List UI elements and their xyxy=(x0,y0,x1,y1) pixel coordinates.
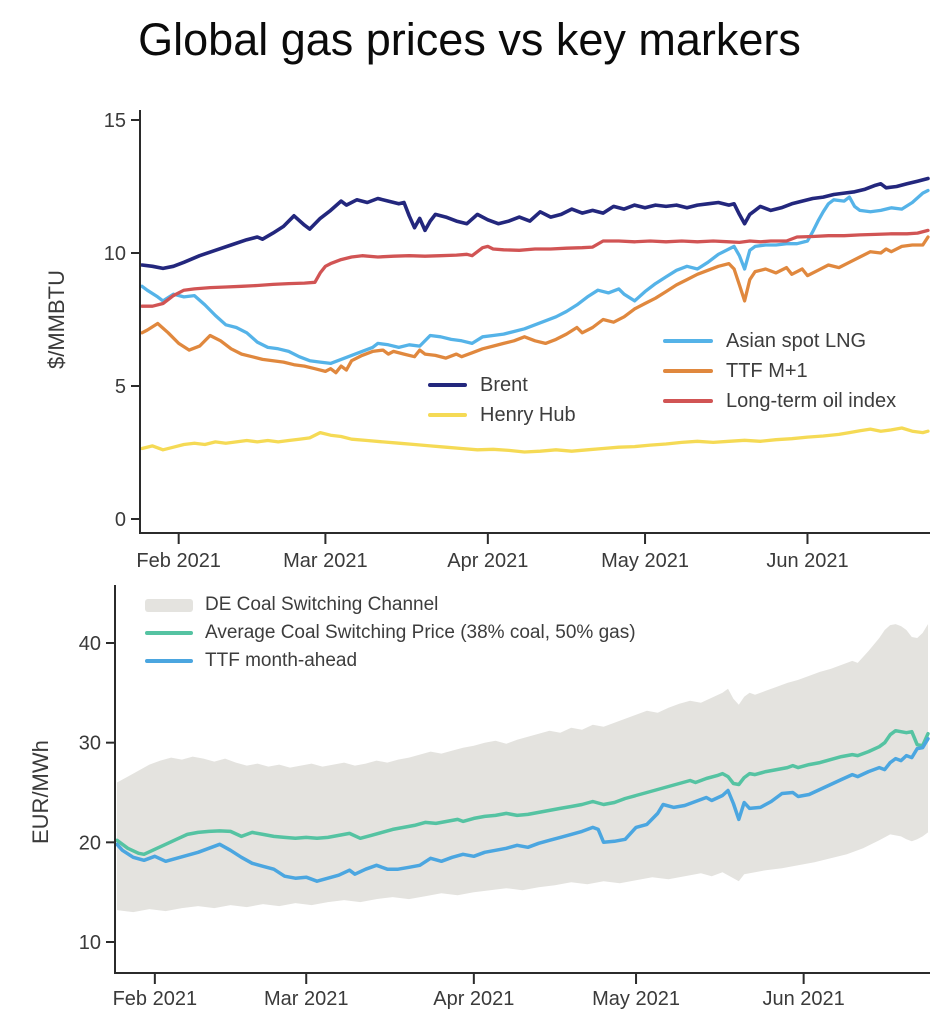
series-line-average-coal-switching-price-38-coal-50-gas xyxy=(115,728,930,857)
x-tick-label: May 2021 xyxy=(592,988,680,1010)
y-tick-label: 0 xyxy=(115,509,126,531)
x-tick-label: Mar 2021 xyxy=(283,550,368,572)
top-chart-legend-col2: Asian spot LNG TTF M+1 Long-term oil ind… xyxy=(663,326,896,416)
legend-item-ttf-month-ahead: TTF month-ahead xyxy=(145,647,636,675)
x-tick-label: Mar 2021 xyxy=(264,988,349,1010)
coal-switching-chart: 40 30 20 10 Feb 2021 Mar 2021 Apr 2021 May 2021… xyxy=(79,585,930,1010)
legend-label: Asian spot LNG xyxy=(726,329,867,352)
top-y-axis-label: $/MMBTU xyxy=(44,270,69,370)
henry-hub-line-swatch xyxy=(428,413,467,417)
brent-line-swatch xyxy=(428,383,467,387)
legend-label: DE Coal Switching Channel xyxy=(205,594,439,615)
bottom-chart-legend: DE Coal Switching Channel Average Coal S… xyxy=(145,591,636,675)
series-line-asian-spot-lng xyxy=(140,188,930,366)
x-tick-label: Jun 2021 xyxy=(762,988,844,1010)
ttf-month-ahead-line-swatch xyxy=(145,659,193,663)
y-tick-label: 40 xyxy=(79,633,101,655)
avg-coal-price-line-swatch xyxy=(145,631,193,635)
x-tick-label: May 2021 xyxy=(601,550,689,572)
top-chart-legend-col1: Brent Henry Hub xyxy=(428,370,576,430)
series-line-henry-hub xyxy=(140,426,930,454)
x-tick-label: Feb 2021 xyxy=(136,550,221,572)
legend-label: Henry Hub xyxy=(480,403,576,426)
y-tick-label: 10 xyxy=(104,243,126,265)
y-tick-label: 20 xyxy=(79,832,101,854)
legend-item-asian-spot-lng: Asian spot LNG xyxy=(663,326,896,356)
page-title: Global gas prices vs key markers xyxy=(138,14,801,65)
legend-item-ttf-m1: TTF M+1 xyxy=(663,356,896,386)
x-tick-label: Jun 2021 xyxy=(766,550,848,572)
x-tick-label: Apr 2021 xyxy=(433,988,514,1010)
coal-switching-channel-band xyxy=(117,624,928,913)
y-tick-label: 30 xyxy=(79,733,101,755)
ttf-m1-line-swatch xyxy=(663,369,713,373)
legend-label: TTF month-ahead xyxy=(205,650,358,671)
gas-prices-chart: 15 10 5 0 Feb 2021 Mar 2021 Apr 2021 May 2021 Ju… xyxy=(104,110,930,572)
y-tick-label: 10 xyxy=(79,932,101,954)
oil-index-line-swatch xyxy=(663,399,713,403)
asian-lng-line-swatch xyxy=(663,339,713,343)
legend-label: Average Coal Switching Price (38% coal, … xyxy=(205,622,636,643)
series-line-long-term-oil-index xyxy=(140,228,930,308)
legend-item-henry-hub: Henry Hub xyxy=(428,400,576,430)
y-tick-label: 15 xyxy=(104,110,126,132)
coal-channel-band-swatch xyxy=(145,598,193,612)
series-line-ttf-month-ahead xyxy=(115,736,930,883)
y-tick-label: 5 xyxy=(115,376,126,398)
legend-item-oil-index: Long-term oil index xyxy=(663,386,896,416)
series-line-ttf-m-1 xyxy=(140,235,930,375)
legend-label: TTF M+1 xyxy=(726,359,808,382)
x-tick-label: Apr 2021 xyxy=(447,550,528,572)
legend-item-brent: Brent xyxy=(428,370,576,400)
legend-label: Long-term oil index xyxy=(726,389,897,412)
x-tick-label: Feb 2021 xyxy=(113,988,198,1010)
bottom-y-axis-label: EUR/MWh xyxy=(28,740,53,845)
series-line-brent xyxy=(140,176,930,271)
legend-item-avg-coal-price: Average Coal Switching Price (38% coal, … xyxy=(145,619,636,647)
legend-label: Brent xyxy=(480,373,528,396)
legend-item-coal-channel: DE Coal Switching Channel xyxy=(145,591,636,619)
